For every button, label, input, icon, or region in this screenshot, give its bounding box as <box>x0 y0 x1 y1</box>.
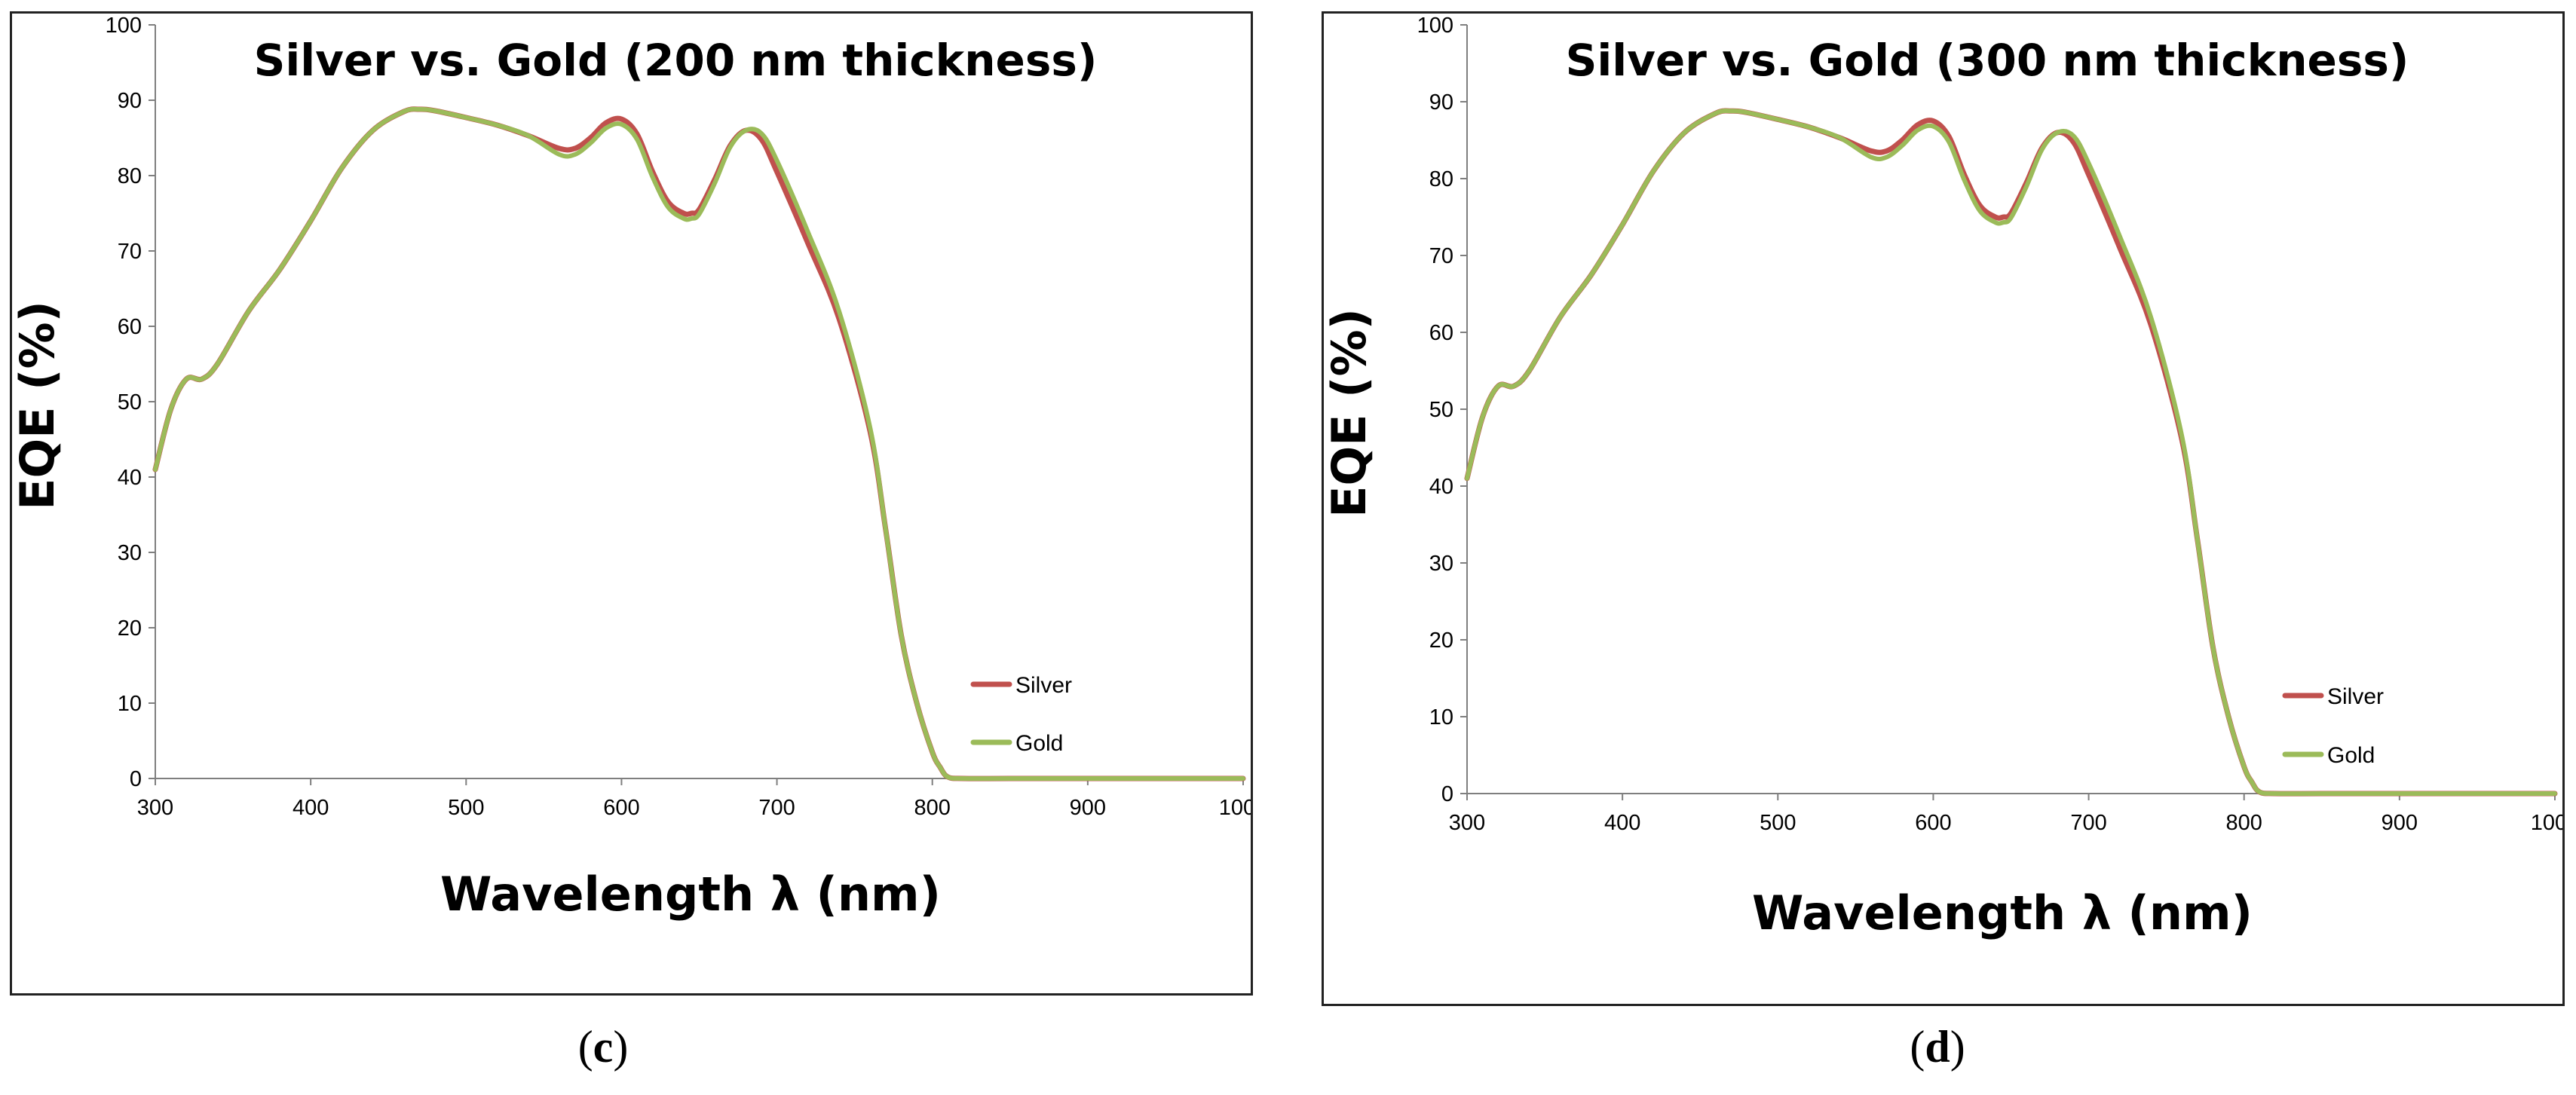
chart0-x-tick-label: 500 <box>448 796 484 820</box>
chart0-x-tick-label: 300 <box>137 796 173 820</box>
chart1-x-tick-label: 800 <box>2226 811 2262 835</box>
chart0-y-tick-label: 20 <box>118 616 142 641</box>
chart1-y-tick-label: 50 <box>1429 398 1453 422</box>
chart0-y-tick-label: 50 <box>118 390 142 414</box>
chart0-y-tick-label: 0 <box>130 767 142 791</box>
chart1-y-axis-label: EQE (%) <box>1324 308 1377 518</box>
chart1-x-tick-label: 1000 <box>2531 811 2562 835</box>
chart-c: 0 10 20 30 40 50 60 70 80 90 100 300 400 500 600 700 800… <box>12 14 1251 922</box>
chart0-legend-label-gold: Gold <box>1015 731 1063 756</box>
chart0-legend-label-silver: Silver <box>1015 673 1072 698</box>
chart0-y-tick-label: 90 <box>118 89 142 113</box>
caption-c-letter: c <box>593 1022 614 1072</box>
chart0-y-axis-label: EQE (%) <box>12 301 65 510</box>
chart1-y-tick-label: 30 <box>1429 552 1453 576</box>
chart0-y-tick-label: 70 <box>118 240 142 264</box>
chart1-x-tick-label: 300 <box>1449 811 1485 835</box>
chart0-series-gold-line <box>153 106 1245 781</box>
chart0-y-tick-label: 60 <box>118 315 142 339</box>
caption-d: (d) <box>1910 1022 1965 1072</box>
chart1-y-tick-label: 10 <box>1429 705 1453 729</box>
chart1-y-tick-label: 90 <box>1429 90 1453 115</box>
chart0-x-tick-label: 800 <box>914 796 951 820</box>
chart0-x-tick-label: 400 <box>293 796 329 820</box>
chart1-series-gold-line <box>1465 109 2557 797</box>
chart-panel-d: 0 10 20 30 40 50 60 70 80 90 100 300 400 500 600 700 800… <box>1322 11 2565 1006</box>
chart0-y-tick-label: 10 <box>118 692 142 716</box>
chart0-y-tick-label: 30 <box>118 541 142 565</box>
chart1-legend-label-gold: Gold <box>2327 743 2375 768</box>
chart0-x-tick-label: 1000 <box>1219 796 1251 820</box>
chart1-x-tick-label: 900 <box>2381 811 2418 835</box>
chart1-y-tick-label: 100 <box>1417 14 1453 38</box>
chart1-legend-label-silver: Silver <box>2327 684 2384 709</box>
chart1-y-tick-label: 70 <box>1429 244 1453 268</box>
chart-panel-c: 0 10 20 30 40 50 60 70 80 90 100 300 400 500 600 700 800… <box>10 11 1253 996</box>
chart1-y-tick-label: 0 <box>1441 782 1453 806</box>
chart1-x-tick-label: 700 <box>2070 811 2106 835</box>
chart0-x-axis-label: Wavelength λ (nm) <box>440 867 941 922</box>
chart1-y-tick-label: 20 <box>1429 629 1453 653</box>
caption-d-letter: d <box>1925 1022 1950 1072</box>
chart0-y-tick-label: 40 <box>118 466 142 490</box>
chart1-title: Silver vs. Gold (300 nm thickness) <box>1566 35 2409 86</box>
chart1-x-tick-label: 500 <box>1760 811 1796 835</box>
chart0-y-tick-label: 80 <box>118 164 142 188</box>
chart1-y-tick-label: 60 <box>1429 321 1453 345</box>
chart0-title: Silver vs. Gold (200 nm thickness) <box>254 35 1098 86</box>
caption-c: (c) <box>577 1022 629 1072</box>
chart1-x-tick-label: 400 <box>1604 811 1640 835</box>
chart0-x-tick-label: 600 <box>603 796 639 820</box>
chart0-x-tick-label: 700 <box>758 796 795 820</box>
chart1-y-tick-label: 40 <box>1429 475 1453 499</box>
chart-d: 0 10 20 30 40 50 60 70 80 90 100 300 400 500 600 700 800… <box>1324 14 2562 941</box>
chart1-y-tick-label: 80 <box>1429 167 1453 191</box>
chart0-y-tick-label: 100 <box>106 14 142 38</box>
chart0-x-tick-label: 900 <box>1070 796 1106 820</box>
chart1-x-axis-label: Wavelength λ (nm) <box>1752 885 2253 941</box>
chart1-x-tick-label: 600 <box>1915 811 1951 835</box>
